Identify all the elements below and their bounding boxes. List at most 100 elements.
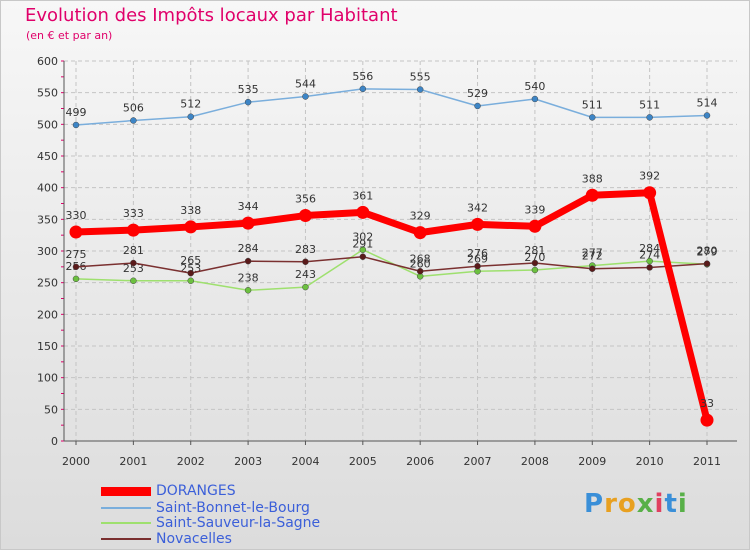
data-label-saint-bonnet-le-bourg: 544	[295, 77, 316, 90]
data-label-novacelles: 265	[180, 254, 201, 267]
data-label-saint-bonnet-le-bourg: 512	[180, 98, 201, 111]
chart-title: Evolution des Impôts locaux par Habitant	[25, 5, 398, 26]
data-point-novacelles	[474, 262, 481, 270]
legend-swatch-saint-sauveur	[101, 522, 151, 524]
data-label-saint-bonnet-le-bourg: 511	[582, 98, 603, 111]
data-label-saint-sauveur-la-sagne: 302	[352, 231, 373, 244]
series-line-saint-sauveur-la-sagne	[75, 248, 708, 292]
data-label-doranges: 392	[639, 170, 660, 183]
legend-swatch-doranges	[101, 487, 151, 496]
data-label-novacelles: 276	[467, 247, 488, 260]
data-point-doranges	[184, 220, 198, 234]
logo-letter: t	[664, 489, 678, 519]
data-point-saint-bonnet-le-bourg	[589, 114, 596, 121]
data-point-doranges	[126, 223, 140, 237]
data-label-novacelles: 284	[238, 242, 259, 255]
x-tick-label: 2008	[521, 455, 549, 468]
data-label-doranges: 342	[467, 201, 488, 214]
y-tick-label: 350	[37, 213, 58, 226]
x-tick-label: 2002	[177, 455, 205, 468]
data-point-doranges	[413, 226, 427, 240]
data-point-saint-sauveur-la-sagne	[359, 246, 367, 253]
data-label-doranges: 33	[700, 397, 714, 410]
chart-subtitle: (en € et par an)	[26, 29, 113, 42]
data-label-saint-sauveur-la-sagne: 253	[123, 262, 144, 275]
y-tick-label: 200	[37, 308, 58, 321]
legend-label-saint-sauveur: Saint-Sauveur-la-Sagne	[156, 515, 321, 531]
x-tick-label: 2005	[349, 455, 377, 468]
data-point-doranges	[298, 209, 312, 223]
legend-swatch-novacelles	[101, 538, 151, 540]
data-point-saint-sauveur-la-sagne	[187, 277, 194, 285]
data-point-novacelles	[646, 264, 653, 271]
data-label-saint-bonnet-le-bourg: 540	[524, 80, 545, 93]
data-label-novacelles: 283	[295, 243, 316, 256]
data-label-novacelles: 274	[639, 248, 660, 261]
data-point-saint-sauveur-la-sagne	[130, 277, 137, 285]
data-label-novacelles: 275	[66, 248, 87, 261]
data-label-saint-bonnet-le-bourg: 535	[238, 83, 259, 96]
data-label-saint-bonnet-le-bourg: 514	[697, 96, 718, 109]
data-point-saint-sauveur-la-sagne	[646, 257, 653, 265]
x-tick-label: 2006	[406, 455, 434, 468]
data-label-doranges: 361	[352, 189, 373, 202]
y-tick-label: 500	[37, 118, 58, 131]
y-tick-label: 300	[37, 245, 58, 258]
data-point-saint-sauveur-la-sagne	[302, 283, 309, 291]
data-point-saint-bonnet-le-bourg	[72, 121, 80, 129]
data-point-saint-bonnet-le-bourg	[187, 113, 194, 120]
legend-label-saint-bonnet: Saint-Bonnet-le-Bourg	[156, 500, 310, 516]
data-label-saint-sauveur-la-sagne: 279	[697, 245, 718, 258]
data-label-saint-bonnet-le-bourg: 499	[66, 106, 87, 119]
legend-label-doranges: DORANGES	[156, 483, 236, 499]
x-tick-label: 2004	[291, 455, 319, 468]
x-tick-label: 2001	[119, 455, 147, 468]
y-tick-label: 150	[37, 340, 58, 353]
data-label-doranges: 338	[180, 204, 201, 217]
y-tick-label: 250	[37, 277, 58, 290]
data-label-doranges: 330	[66, 209, 87, 222]
data-label-novacelles: 291	[352, 238, 373, 251]
data-label-novacelles: 272	[582, 250, 603, 263]
data-label-doranges: 329	[410, 210, 431, 223]
data-label-saint-sauveur-la-sagne: 260	[410, 257, 431, 270]
data-point-saint-bonnet-le-bourg	[416, 86, 424, 93]
data-point-doranges	[241, 216, 255, 230]
x-tick-label: 2011	[693, 455, 721, 468]
data-point-saint-sauveur-la-sagne	[531, 266, 539, 274]
series-line-novacelles	[75, 255, 708, 274]
x-tick-label: 2000	[62, 455, 90, 468]
y-tick-label: 400	[37, 182, 58, 195]
y-tick-label: 50	[44, 403, 58, 416]
x-tick-label: 2003	[234, 455, 262, 468]
data-point-novacelles	[531, 259, 539, 267]
data-point-saint-bonnet-le-bourg	[703, 112, 711, 119]
data-point-saint-bonnet-le-bourg	[531, 95, 539, 103]
series-line-saint-bonnet-le-bourg	[75, 88, 708, 126]
data-point-saint-bonnet-le-bourg	[359, 85, 367, 93]
series-line-doranges	[72, 189, 711, 424]
data-label-saint-bonnet-le-bourg: 556	[352, 70, 373, 83]
data-point-saint-sauveur-la-sagne	[244, 287, 252, 294]
data-label-doranges: 339	[524, 203, 545, 216]
logo-letter: o	[617, 489, 637, 519]
data-point-novacelles	[302, 258, 309, 266]
logo-letter: r	[604, 489, 618, 519]
y-tick-label: 550	[37, 87, 58, 100]
data-label-novacelles: 281	[524, 244, 545, 257]
y-tick-label: 600	[37, 55, 58, 68]
data-point-saint-sauveur-la-sagne	[72, 275, 80, 283]
data-point-novacelles	[187, 269, 194, 277]
data-point-novacelles	[244, 257, 252, 265]
data-label-saint-sauveur-la-sagne: 270	[524, 251, 545, 264]
logo-letter: i	[654, 489, 665, 519]
data-point-saint-bonnet-le-bourg	[130, 117, 137, 124]
data-point-doranges	[356, 205, 370, 219]
x-tick-label: 2007	[464, 455, 492, 468]
data-label-saint-sauveur-la-sagne: 277	[582, 247, 603, 260]
data-point-doranges	[585, 188, 599, 202]
data-label-novacelles: 280	[697, 245, 718, 258]
legend-swatch-saint-bonnet	[101, 507, 151, 509]
data-label-saint-bonnet-le-bourg: 506	[123, 102, 144, 115]
